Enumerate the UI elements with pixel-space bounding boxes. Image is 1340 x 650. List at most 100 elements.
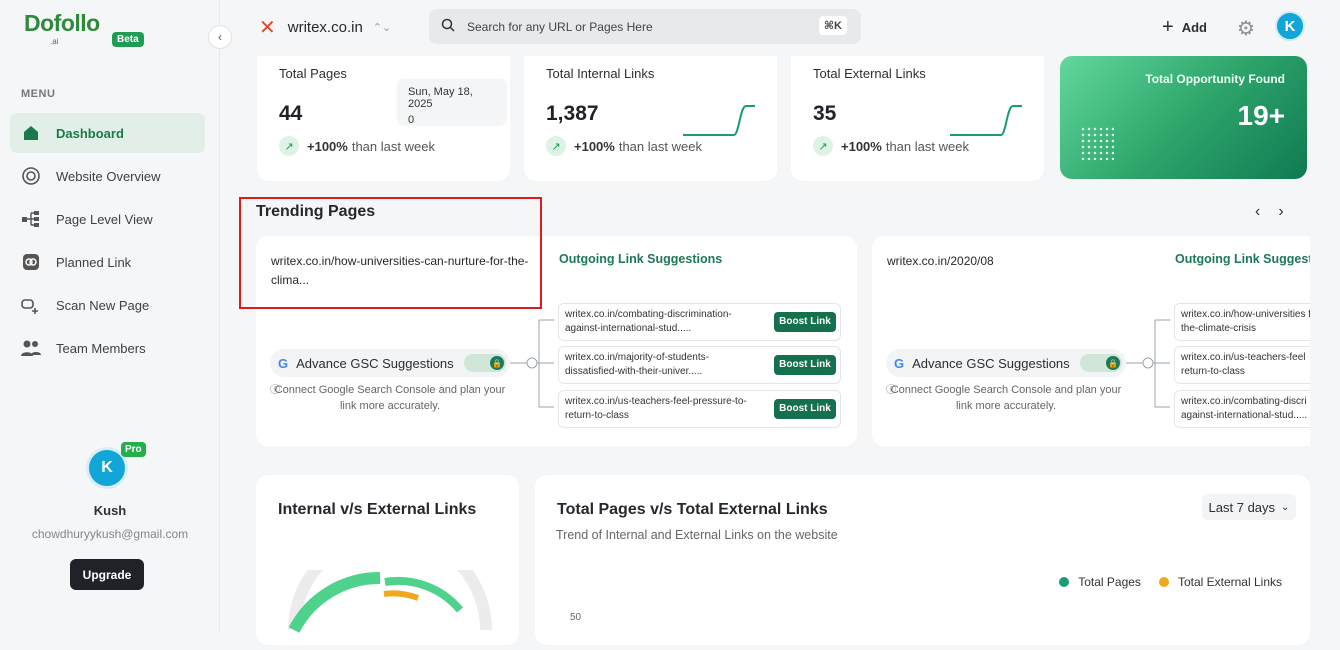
upgrade-button[interactable]: Upgrade [70, 559, 144, 590]
internal-external-card: Internal v/s External Links [256, 475, 519, 645]
stat-card-internal-links: Total Internal Links 1,387 ↗ +100% than la… [524, 56, 777, 181]
overview-icon [20, 165, 42, 187]
boost-link-button[interactable]: Boost Link [774, 399, 836, 419]
menu-heading: MENU [21, 88, 56, 100]
chevron-right-icon[interactable]: › [1278, 203, 1302, 220]
add-button[interactable]: + Add [1162, 16, 1207, 39]
info-icon: ⓘ [886, 385, 896, 396]
suggestion-url[interactable]: writex.co.in/combating-discri against-in… [1181, 396, 1308, 421]
site-name: writex.co.in [287, 19, 363, 36]
suggestion-item: writex.co.in/how-universities for-the-cl… [1174, 303, 1310, 341]
tooltip-date: Sun, May 18, 2025 [408, 86, 473, 110]
chart-tooltip: Sun, May 18, 2025 0 [398, 79, 506, 126]
stat-title: Total External Links [813, 66, 926, 81]
logo[interactable]: Dofollo .ai Beta [24, 10, 144, 50]
keyboard-shortcut: ⌘K [818, 16, 847, 35]
trending-card: writex.co.in/2020/08 Outgoing Link Sugge… [872, 236, 1310, 446]
suggestion-url[interactable]: writex.co.in/how-universities for-the-cl… [1181, 309, 1310, 334]
search-placeholder: Search for any URL or Pages Here [467, 19, 653, 34]
gsc-label: Advance GSC Suggestions [296, 355, 454, 371]
profile-name: Kush [93, 503, 127, 518]
sidebar-item-team-members[interactable]: Team Members [10, 328, 205, 368]
trend-up-icon: ↗ [546, 136, 566, 156]
stat-change-text: than last week [885, 138, 969, 154]
stat-change-value: +100% [307, 138, 348, 154]
site-logo-icon: ✕ [259, 17, 276, 39]
opportunity-card[interactable]: Total Opportunity Found 19+ [1060, 56, 1307, 179]
gear-icon[interactable]: ⚙ [1237, 18, 1255, 40]
suggestion-item: writex.co.in/combating-discri against-in… [1174, 390, 1310, 428]
stat-card-total-pages: Total Pages 44 ↗ +100% than last week Sun,… [257, 56, 510, 181]
opportunity-value: 19+ [1237, 100, 1286, 131]
suggestion-item: writex.co.in/combating-discrimination-ag… [558, 303, 841, 341]
info-icon: ⓘ [270, 385, 280, 396]
stat-value: 35 [813, 102, 837, 125]
sidebar-item-planned-link[interactable]: Planned Link [10, 242, 205, 282]
stat-change-value: +100% [574, 138, 615, 154]
legend-label: Total Pages [1078, 575, 1141, 589]
sidebar-item-label: Page Level View [56, 211, 153, 227]
stat-value: 44 [279, 102, 303, 125]
stat-change-text: than last week [618, 138, 702, 154]
gsc-toggle-row[interactable]: G Advance GSC Suggestions 🔒 [886, 349, 1126, 377]
search-input[interactable]: Search for any URL or Pages Here ⌘K [429, 9, 861, 44]
trending-page-url[interactable]: writex.co.in/how-universities-can-nurtur… [271, 254, 529, 287]
plus-icon: + [1162, 16, 1174, 38]
home-icon [20, 122, 42, 144]
user-avatar[interactable]: K [1275, 11, 1305, 41]
connector-lines [510, 319, 554, 408]
collapse-sidebar-button[interactable]: ‹ [208, 25, 232, 49]
add-label: Add [1181, 20, 1207, 35]
team-icon [20, 337, 42, 359]
stat-change-text: than last week [351, 138, 435, 154]
card-title: Total Pages v/s Total External Links [557, 501, 828, 518]
sidebar-item-website-overview[interactable]: Website Overview [10, 156, 205, 196]
sidebar-item-dashboard[interactable]: Dashboard [10, 113, 205, 153]
trending-page-url[interactable]: writex.co.in/2020/08 [887, 254, 994, 268]
brand-name: Dofollo [24, 10, 100, 36]
suggestion-url[interactable]: writex.co.in/us-teachers-feel return-to-… [1181, 352, 1306, 377]
beta-badge: Beta [112, 32, 144, 47]
gsc-description-text: Connect Google Search Console and plan y… [890, 384, 1122, 412]
chart-legend: Total Pages Total External Links [1041, 575, 1282, 589]
chevron-left-icon: ‹ [218, 30, 222, 44]
stat-card-external-links: Total External Links 35 ↗ +100% than last … [791, 56, 1044, 181]
tooltip-value: 0 [408, 114, 415, 126]
sidebar-item-scan-new-page[interactable]: Scan New Page [10, 285, 205, 325]
trending-title: Trending Pages [256, 203, 376, 220]
site-selector[interactable]: ✕ writex.co.in ⌃⌄ [259, 15, 391, 40]
hierarchy-icon [20, 208, 42, 230]
boost-link-button[interactable]: Boost Link [774, 312, 836, 332]
sidebar-item-label: Team Members [56, 340, 146, 356]
y-tick-label: 50 [570, 612, 582, 623]
date-range-select[interactable]: Last 7 days ⌄ [1202, 494, 1296, 520]
dot-pattern-icon [1080, 126, 1114, 160]
suggestion-url[interactable]: writex.co.in/us-teachers-feel-pressure-t… [565, 396, 747, 421]
gsc-toggle-row[interactable]: G Advance GSC Suggestions 🔒 [270, 349, 510, 377]
sidebar-item-label: Scan New Page [56, 297, 150, 313]
card-title: Internal v/s External Links [278, 501, 477, 518]
gsc-toggle[interactable]: 🔒 [464, 354, 506, 372]
stat-change: ↗ +100% than last week [546, 136, 702, 156]
gsc-toggle[interactable]: 🔒 [1080, 354, 1122, 372]
sidebar-item-page-level-view[interactable]: Page Level View [10, 199, 205, 239]
boost-link-button[interactable]: Boost Link [774, 355, 836, 375]
chevron-left-icon[interactable]: ‹ [1255, 203, 1279, 220]
highlight-box [239, 197, 542, 309]
date-range-value: Last 7 days [1208, 499, 1276, 515]
chevron-down-icon: ⌄ [1281, 501, 1290, 513]
legend-swatch [1158, 577, 1169, 587]
stat-title: Total Pages [279, 66, 347, 81]
gsc-description: ⓘ Connect Google Search Console and plan … [886, 382, 1126, 414]
chevron-updown-icon: ⌃⌄ [372, 22, 392, 34]
pro-badge: Pro [121, 442, 146, 457]
suggestion-item: writex.co.in/us-teachers-feel-pressure-t… [558, 390, 841, 428]
sidebar-item-label: Planned Link [56, 254, 132, 270]
legend-swatch [1059, 577, 1070, 587]
suggestion-url[interactable]: writex.co.in/combating-discrimination-ag… [565, 309, 732, 334]
suggestion-url[interactable]: writex.co.in/majority-of-students-dissat… [565, 352, 709, 377]
sparkline [683, 105, 755, 136]
brand-suffix: .ai [50, 37, 59, 46]
sidebar: Dofollo .ai Beta MENU Dashboard Website … [0, 0, 220, 632]
top-bar: ✕ writex.co.in ⌃⌄ Search for any URL or … [221, 0, 1340, 56]
